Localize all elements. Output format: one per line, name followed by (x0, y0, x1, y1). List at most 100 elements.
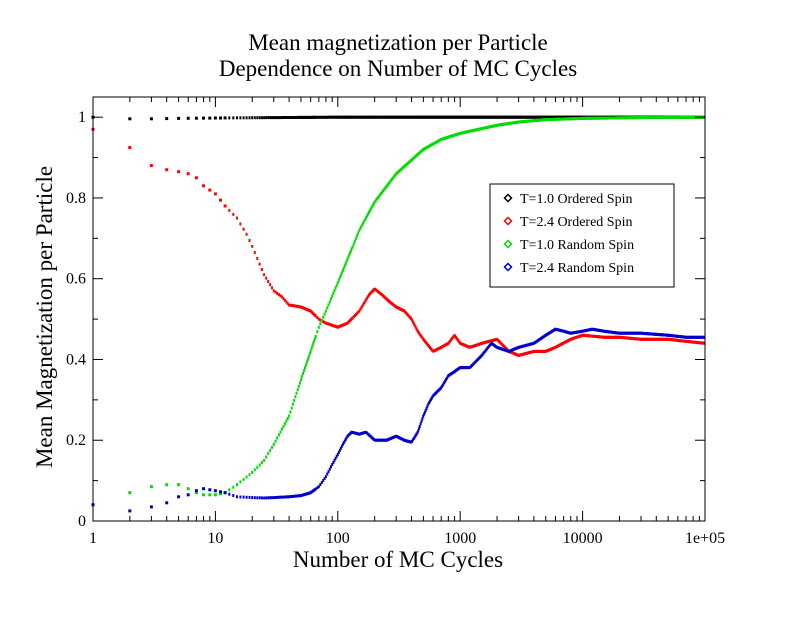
data-point (294, 304, 297, 308)
data-point (328, 467, 331, 471)
data-point (334, 324, 337, 328)
data-point (248, 116, 251, 120)
data-point (272, 116, 275, 120)
data-point (335, 454, 338, 458)
data-point (271, 445, 273, 449)
data-point (345, 436, 348, 440)
data-point (359, 307, 362, 311)
data-point (302, 493, 304, 497)
data-point (286, 417, 289, 420)
data-point (213, 192, 217, 196)
data-point (289, 303, 292, 307)
x-tick-label: 1 (89, 530, 97, 547)
data-point (128, 509, 132, 513)
data-point (186, 172, 190, 176)
data-point (373, 201, 376, 205)
data-point (322, 479, 325, 482)
data-point (219, 116, 222, 120)
data-point (253, 496, 256, 500)
data-point (356, 432, 359, 436)
data-point (271, 496, 273, 500)
data-point (332, 115, 335, 119)
y-axis-label: Mean Magnetization per Particle (32, 166, 57, 468)
data-point (358, 309, 361, 313)
data-point (298, 305, 301, 309)
data-point (202, 184, 205, 188)
data-point (314, 334, 317, 338)
data-point (336, 281, 339, 285)
data-point (265, 116, 268, 120)
data-point (357, 432, 360, 436)
data-point (324, 309, 327, 313)
data-point (256, 257, 259, 260)
data-point (342, 441, 345, 445)
data-point (256, 116, 259, 120)
data-point (328, 322, 331, 326)
data-point (324, 321, 327, 325)
legend-label-4: T=2.4 Random Spin (520, 261, 634, 276)
data-point (271, 286, 273, 290)
data-point (223, 204, 227, 208)
data-point (276, 291, 279, 295)
data-point (277, 293, 280, 297)
x-tick-label: 1000 (444, 530, 476, 547)
data-point (417, 429, 420, 433)
axes (92, 96, 706, 522)
data-point (242, 495, 245, 499)
data-point (242, 116, 245, 120)
data-point (289, 116, 292, 119)
plot-marks (91, 115, 706, 513)
data-point (336, 325, 339, 329)
data-point (313, 337, 316, 341)
legend-marker-2 (503, 216, 513, 226)
data-point (331, 323, 334, 327)
data-point (355, 312, 358, 316)
data-point (277, 495, 280, 499)
data-point (302, 306, 304, 310)
data-point (281, 116, 283, 119)
data-point (320, 481, 323, 484)
data-point (291, 402, 294, 406)
data-point (265, 455, 268, 459)
data-point (302, 115, 304, 119)
data-point (274, 290, 277, 294)
data-point (373, 115, 376, 119)
data-point (271, 116, 273, 120)
data-point (333, 324, 336, 328)
data-point (332, 324, 335, 328)
data-point (353, 314, 356, 317)
data-point (417, 427, 420, 431)
data-point (256, 496, 259, 500)
data-point (317, 115, 320, 119)
data-point (291, 494, 294, 498)
data-point (219, 490, 222, 494)
data-point (333, 115, 336, 119)
data-point (420, 419, 423, 423)
data-point (276, 436, 279, 440)
data-point (290, 303, 293, 307)
data-point (360, 432, 363, 435)
data-point (294, 116, 297, 119)
data-point (177, 483, 181, 487)
data-point (260, 268, 263, 271)
data-point (340, 444, 343, 448)
data-point (290, 495, 293, 498)
legend-marker-3 (503, 239, 513, 249)
chart-title-line-2: Dependence on Number of MC Cycles (219, 56, 577, 81)
series-4 (91, 327, 706, 513)
data-point (357, 231, 360, 235)
data-point (414, 325, 417, 329)
data-point (419, 422, 422, 426)
data-point (294, 494, 297, 498)
data-point (289, 495, 292, 499)
data-point (228, 208, 231, 212)
data-point (307, 355, 310, 359)
data-point (351, 316, 354, 320)
y-tick-label: 0 (78, 513, 86, 530)
series-3 (91, 115, 706, 507)
data-point (296, 494, 299, 498)
data-point (232, 485, 235, 489)
y-tick-label: 0.2 (66, 432, 86, 449)
data-point (276, 495, 279, 499)
data-point (301, 375, 303, 379)
